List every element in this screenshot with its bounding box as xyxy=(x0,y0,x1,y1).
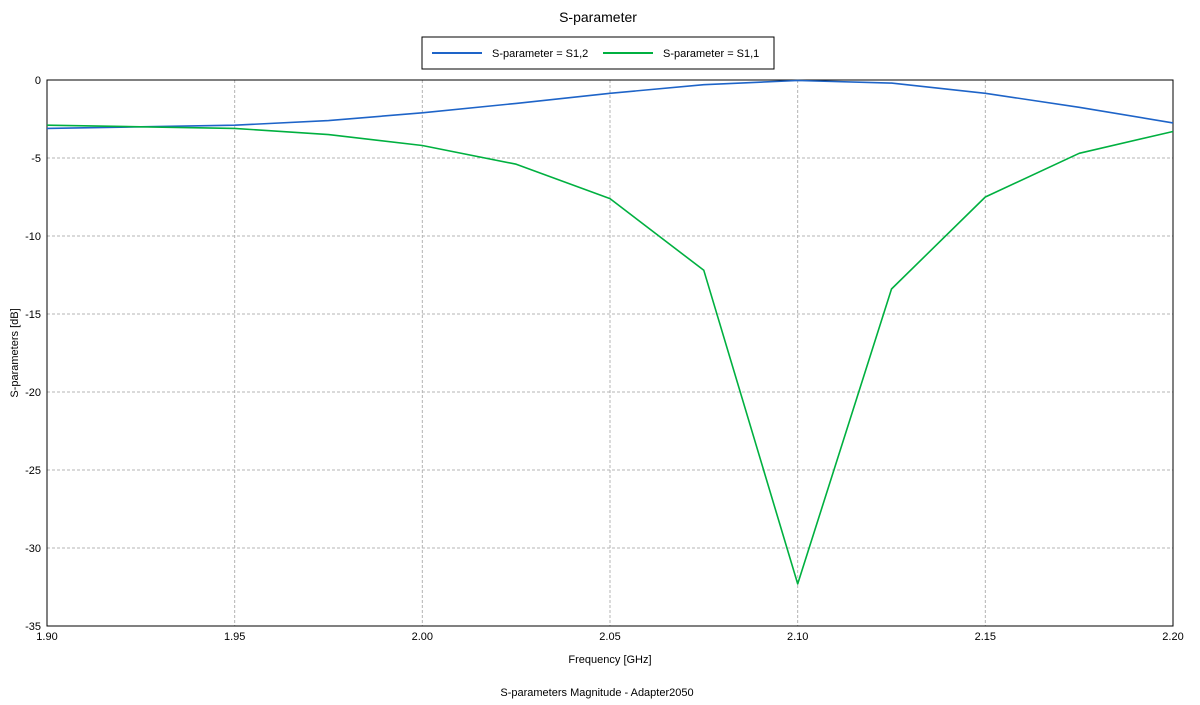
x-tick-label: 2.10 xyxy=(787,631,808,643)
x-tick-labels: 1.90 1.95 2.00 2.05 2.10 2.15 2.20 xyxy=(36,631,1183,643)
y-tick-labels: 0 -5 -10 -15 -20 -25 -30 -35 xyxy=(25,75,41,633)
y-tick-label: -35 xyxy=(25,621,41,633)
x-tick-label: 1.95 xyxy=(224,631,245,643)
x-tick-label: 2.05 xyxy=(599,631,620,643)
y-tick-label: 0 xyxy=(35,75,41,87)
x-axis-label: Frequency [GHz] xyxy=(568,654,651,666)
y-tick-label: -25 xyxy=(25,465,41,477)
chart-title: S-parameter xyxy=(559,9,637,25)
plot-frame xyxy=(46,79,1174,627)
y-tick-label: -10 xyxy=(25,231,41,243)
y-tick-label: -5 xyxy=(31,153,41,165)
legend-label-s12: S-parameter = S1,2 xyxy=(492,48,588,60)
legend-label-s11: S-parameter = S1,1 xyxy=(663,48,759,60)
x-tick-label: 2.20 xyxy=(1162,631,1183,643)
x-tick-label: 2.15 xyxy=(975,631,996,643)
y-tick-label: -15 xyxy=(25,309,41,321)
y-axis-label: S-parameters [dB] xyxy=(9,308,21,397)
y-tick-label: -20 xyxy=(25,387,41,399)
legend: S-parameter = S1,2 S-parameter = S1,1 xyxy=(421,36,775,70)
chart-caption: S-parameters Magnitude - Adapter2050 xyxy=(500,687,693,699)
series-lines xyxy=(46,79,1174,585)
y-tick-label: -30 xyxy=(25,543,41,555)
series-line-s12 xyxy=(46,79,1174,130)
x-tick-label: 1.90 xyxy=(36,631,57,643)
x-tick-label: 2.00 xyxy=(412,631,433,643)
grid-lines xyxy=(47,80,1173,626)
series-line-s11 xyxy=(46,124,1174,585)
